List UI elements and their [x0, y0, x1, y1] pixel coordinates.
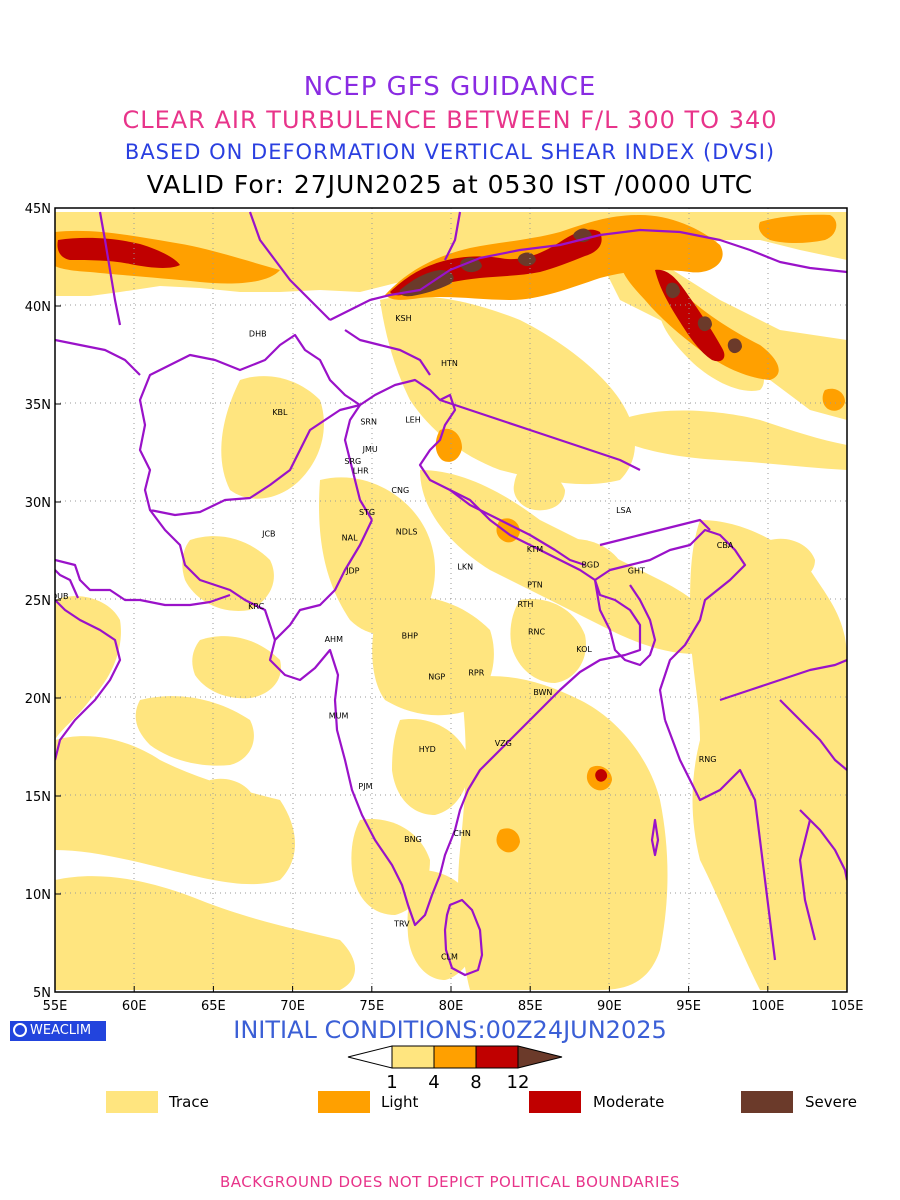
- lon-label: 95E: [676, 999, 701, 1014]
- severe-contours: [399, 228, 742, 354]
- station-label-ngp: NGP: [428, 672, 445, 681]
- station-label-dhb: DHB: [249, 329, 267, 338]
- title-model: NCEP GFS GUIDANCE: [303, 72, 597, 102]
- lon-label: 65E: [201, 999, 226, 1014]
- legend-swatch: [741, 1091, 793, 1113]
- lon-label: 70E: [280, 999, 305, 1014]
- station-label-stg: STG: [359, 508, 375, 517]
- station-label-htn: HTN: [441, 359, 458, 368]
- station-label-kbl: KBL: [272, 408, 288, 417]
- station-label-lsa: LSA: [616, 506, 632, 515]
- station-label-nal: NAL: [342, 533, 358, 542]
- footer-disclaimer: BACKGROUND DOES NOT DEPICT POLITICAL BOU…: [220, 1173, 680, 1191]
- legend-label: Severe: [805, 1093, 857, 1111]
- lon-label: 90E: [597, 999, 622, 1014]
- lon-label: 105E: [830, 999, 863, 1014]
- station-label-ktm: KTM: [527, 545, 544, 554]
- station-label-chn: CHN: [453, 829, 471, 838]
- station-label-bhp: BHP: [402, 631, 419, 640]
- station-label-ght: GHT: [628, 567, 645, 576]
- lon-label: 60E: [122, 999, 147, 1014]
- lat-label: 10N: [25, 888, 51, 903]
- station-label-srg: SRG: [344, 457, 361, 466]
- station-label-bng: BNG: [404, 835, 422, 844]
- station-label-jmu: JMU: [362, 445, 378, 454]
- lat-label: 35N: [25, 398, 51, 413]
- lon-label: 100E: [751, 999, 784, 1014]
- station-label-leh: LEH: [405, 416, 421, 425]
- colorbar-light: [433, 1045, 477, 1069]
- station-label-lkn: LKN: [457, 563, 473, 572]
- colorbar-tick: 8: [470, 1072, 481, 1093]
- lat-label: 20N: [25, 692, 51, 707]
- station-label-cba: CBA: [717, 541, 734, 550]
- legend-swatch: [106, 1091, 158, 1113]
- station-label-ptn: PTN: [527, 580, 543, 589]
- axis-ticks: [54, 207, 848, 993]
- station-label-bgd: BGD: [582, 561, 600, 570]
- station-label-srn: SRN: [360, 418, 377, 427]
- colorbar-tick: 4: [428, 1072, 439, 1093]
- lon-label: 85E: [518, 999, 543, 1014]
- lat-label: 30N: [25, 496, 51, 511]
- lon-label: 75E: [359, 999, 384, 1014]
- station-label-ksh: KSH: [395, 314, 411, 323]
- globe-icon: [13, 1022, 27, 1037]
- station-label-ndls: NDLS: [396, 527, 418, 536]
- lon-label: 55E: [43, 999, 68, 1014]
- legend-label: Moderate: [593, 1093, 665, 1111]
- colorbar-tick: 1: [386, 1072, 397, 1093]
- station-label-mum: MUM: [329, 712, 349, 721]
- logo-text: WEACLIM: [30, 1023, 92, 1038]
- station-label-rng: RNG: [699, 755, 717, 764]
- station-label-lhr: LHR: [353, 467, 369, 476]
- station-label-vzg: VZG: [495, 739, 512, 748]
- weaclim-logo: WEACLIM: [10, 1021, 106, 1041]
- station-label-pjm: PJM: [358, 782, 372, 791]
- station-label-krc: KRC: [248, 602, 264, 611]
- station-label-ahm: AHM: [325, 635, 343, 644]
- station-label-hyd: HYD: [419, 745, 436, 754]
- station-label-bwn: BWN: [533, 688, 552, 697]
- title-method: BASED ON DEFORMATION VERTICAL SHEAR INDE…: [124, 140, 776, 164]
- station-label-jdp: JDP: [345, 567, 360, 576]
- colorbar: 1 4 8 12: [347, 1045, 563, 1093]
- lat-label: 45N: [25, 202, 51, 217]
- colorbar-low-arrow: [347, 1045, 393, 1069]
- colorbar-moderate: [475, 1045, 519, 1069]
- legend-swatch: [318, 1091, 370, 1113]
- lon-label: 80E: [439, 999, 464, 1014]
- colorbar-trace: [391, 1045, 435, 1069]
- legend-label: Trace: [169, 1093, 209, 1111]
- lat-label: 5N: [33, 986, 51, 1001]
- boundary-lines: [55, 211, 847, 977]
- station-label-rth: RTH: [518, 600, 534, 609]
- lat-label: 25N: [25, 594, 51, 609]
- legend-label: Light: [381, 1093, 419, 1111]
- lat-label: 15N: [25, 790, 51, 805]
- station-label-jcb: JCB: [261, 529, 275, 538]
- colorbar-high-arrow: [517, 1045, 563, 1069]
- station-label-dub: DUB: [51, 592, 69, 601]
- station-label-clm: CLM: [441, 953, 458, 962]
- legend-swatch: [529, 1091, 581, 1113]
- station-label-rpr: RPR: [468, 669, 484, 678]
- colorbar-tick: 12: [507, 1072, 530, 1093]
- station-label-trv: TRV: [393, 919, 410, 928]
- initial-conditions: INITIAL CONDITIONS:00Z24JUN2025: [233, 1016, 667, 1044]
- lat-label: 40N: [25, 300, 51, 315]
- station-label-kol: KOL: [576, 645, 592, 654]
- lat-lon-grid: [55, 208, 847, 992]
- title-valid-time: VALID For: 27JUN2025 at 0530 IST /0000 U…: [146, 170, 754, 199]
- station-label-rnc: RNC: [528, 627, 546, 636]
- title-product: CLEAR AIR TURBULENCE BETWEEN F/L 300 TO …: [122, 106, 778, 134]
- station-label-cng: CNG: [391, 486, 409, 495]
